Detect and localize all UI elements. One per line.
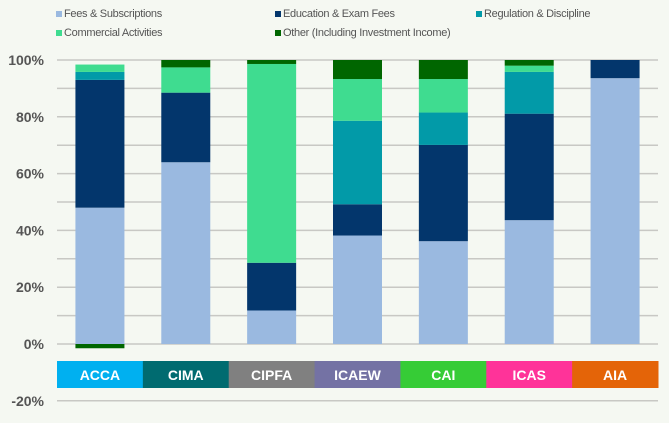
y-tick-label: 60% xyxy=(16,166,45,182)
category-band-acca xyxy=(57,361,144,388)
legend-swatch xyxy=(56,30,62,36)
y-tick-label: -20% xyxy=(11,393,44,409)
bar-cima-education-exam-fees xyxy=(161,92,211,163)
legend-label: Fees & Subscriptions xyxy=(64,8,162,20)
bar-cai-other-including-investment-income xyxy=(418,60,468,80)
bar-cima-other-including-investment-income xyxy=(161,60,211,68)
bar-cipfa-other-including-investment-income xyxy=(247,60,297,64)
category-band-icas xyxy=(486,361,573,388)
bar-aia-fees-subscriptions xyxy=(590,78,640,345)
bar-icas-regulation-discipline xyxy=(504,71,554,114)
legend-swatch xyxy=(476,11,482,17)
bar-icaew-fees-subscriptions xyxy=(333,235,382,344)
category-label: CIMA xyxy=(168,367,204,383)
bar-acca-other-including-investment-income xyxy=(75,344,125,349)
bar-icas-education-exam-fees xyxy=(504,113,554,221)
category-band-icaew xyxy=(314,361,401,388)
category-label: CIPFA xyxy=(251,367,292,383)
legend-item: Commercial Activities xyxy=(56,27,163,39)
y-tick-label: 20% xyxy=(16,279,45,295)
bar-cai-fees-subscriptions xyxy=(418,241,468,344)
bar-cima-commercial-activities xyxy=(161,67,211,93)
legend-swatch xyxy=(56,11,62,17)
category-label: AIA xyxy=(603,367,627,383)
bar-icas-other-including-investment-income xyxy=(504,60,554,66)
legend-item: Education & Exam Fees xyxy=(275,8,395,20)
bar-cai-regulation-discipline xyxy=(418,112,468,145)
category-label: ICAS xyxy=(512,367,545,383)
legend-item: Fees & Subscriptions xyxy=(56,8,162,20)
category-label: CAI xyxy=(431,367,455,383)
bar-aia-education-exam-fees xyxy=(590,60,640,79)
legend-swatch xyxy=(275,30,281,36)
bar-icaew-education-exam-fees xyxy=(333,204,382,236)
legend-label: Commercial Activities xyxy=(64,27,163,39)
category-band-aia xyxy=(572,361,659,388)
y-tick-label: 0% xyxy=(24,336,45,352)
bar-cai-commercial-activities xyxy=(418,79,468,113)
legend-label: Other (Including Investment Income) xyxy=(283,27,451,39)
bar-icaew-other-including-investment-income xyxy=(333,60,382,80)
bar-acca-regulation-discipline xyxy=(75,71,125,80)
legend-item: Other (Including Investment Income) xyxy=(275,27,451,39)
legend-label: Education & Exam Fees xyxy=(283,8,395,20)
legend-label: Regulation & Discipline xyxy=(484,8,591,20)
bar-icas-fees-subscriptions xyxy=(504,220,554,344)
bar-cipfa-fees-subscriptions xyxy=(247,310,297,344)
bar-icaew-commercial-activities xyxy=(333,79,382,121)
y-tick-label: 40% xyxy=(16,222,45,238)
legend-item: Regulation & Discipline xyxy=(476,8,591,20)
bar-cipfa-commercial-activities xyxy=(247,63,297,263)
bar-cipfa-education-exam-fees xyxy=(247,262,297,311)
bar-cai-education-exam-fees xyxy=(418,144,468,242)
category-label: ACCA xyxy=(80,367,120,383)
bar-acca-education-exam-fees xyxy=(75,79,125,208)
bar-icaew-regulation-discipline xyxy=(333,120,382,205)
category-band-cipfa xyxy=(228,361,316,388)
bar-icas-commercial-activities xyxy=(504,65,554,72)
bar-acca-fees-subscriptions xyxy=(75,207,125,344)
category-label: ICAEW xyxy=(334,367,381,383)
category-band-cima xyxy=(142,361,230,388)
legend-swatch xyxy=(275,11,281,17)
bar-acca-commercial-activities xyxy=(75,64,125,72)
y-tick-label: 80% xyxy=(16,109,45,125)
y-tick-label: 100% xyxy=(8,52,44,68)
category-band-cai xyxy=(400,361,487,388)
bar-cima-fees-subscriptions xyxy=(161,162,211,344)
